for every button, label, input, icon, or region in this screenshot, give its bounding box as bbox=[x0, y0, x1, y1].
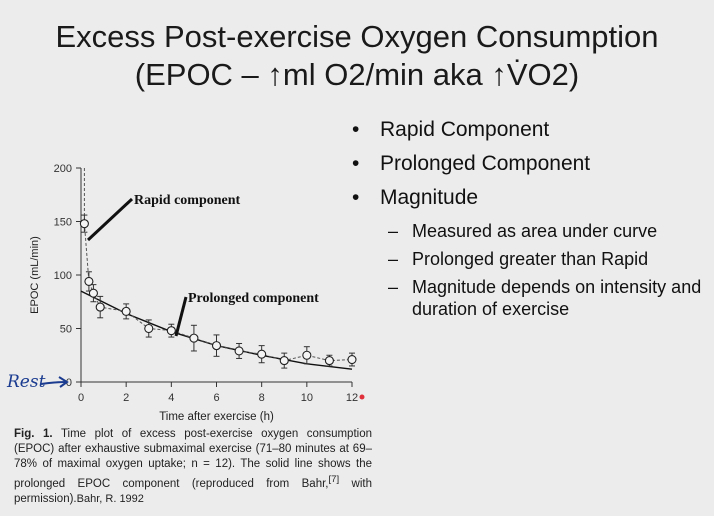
y-axis-label: EPOC (mL/min) bbox=[29, 236, 41, 314]
annotation-rapid: Rapid component bbox=[134, 193, 241, 208]
data-point bbox=[279, 356, 289, 366]
bullet-item: • Rapid Component bbox=[352, 118, 550, 141]
sub-bullet-label: Magnitude depends on intensity and durat… bbox=[412, 277, 702, 319]
bullet-item: • Magnitude bbox=[352, 186, 479, 209]
data-point bbox=[88, 288, 98, 298]
epoc-chart: 0 50 100 150 200 0 2 4 6 8 10 12 Time after exercise… bbox=[29, 163, 365, 423]
sub-bullet-label: Prolonged greater than Rapid bbox=[412, 249, 649, 269]
data-point bbox=[166, 326, 176, 336]
title-line-1: Excess Post-exercise Oxygen Consumption bbox=[55, 19, 659, 54]
x-tick-label: 0 bbox=[78, 392, 84, 404]
caption-text: Time plot of excess post-exercise oxygen… bbox=[14, 428, 372, 490]
sub-bullet-item: – Magnitude depends on intensity and dura… bbox=[388, 277, 702, 319]
data-point bbox=[189, 333, 199, 343]
x-axis-label: Time after exercise (h) bbox=[159, 411, 274, 423]
annotation-prolonged-pointer bbox=[174, 296, 188, 337]
bullet-item: • Prolonged Component bbox=[352, 152, 591, 175]
data-point bbox=[302, 350, 312, 360]
data-point bbox=[347, 354, 357, 365]
data-point bbox=[324, 356, 334, 366]
bullet-label: Prolonged Component bbox=[380, 152, 591, 175]
y-tick-label: 0 bbox=[66, 377, 72, 389]
sub-bullet-item: – Prolonged greater than Rapid bbox=[388, 249, 649, 269]
rest-handwritten-note: Rest bbox=[7, 372, 46, 392]
y-tick-label: 50 bbox=[60, 324, 72, 336]
data-point bbox=[144, 323, 154, 334]
data-point bbox=[121, 306, 131, 316]
data-point bbox=[257, 349, 267, 359]
x-tick-label: 12 bbox=[346, 392, 358, 404]
y-tick-label: 150 bbox=[54, 217, 72, 229]
caption-end: with permission). bbox=[14, 477, 372, 505]
caption-reference: [7] bbox=[328, 474, 340, 485]
figure-caption: Fig. 1. Time plot of excess post-exercis… bbox=[14, 427, 372, 507]
epoc-dashed-line bbox=[83, 168, 353, 362]
data-point bbox=[95, 302, 105, 312]
x-tick-label: 2 bbox=[123, 392, 129, 404]
data-point bbox=[79, 219, 89, 229]
sub-bullet-label: Measured as area under curve bbox=[412, 221, 658, 241]
x-tick-label: 10 bbox=[301, 392, 313, 404]
x-tick-label: 8 bbox=[259, 392, 265, 404]
sub-bullet-item: – Measured as area under curve bbox=[388, 221, 658, 241]
annotation-rapid-pointer bbox=[86, 197, 134, 242]
caption-label: Fig. 1. bbox=[14, 428, 53, 440]
annotation-prolonged: Prolonged component bbox=[188, 291, 319, 306]
y-tick-label: 100 bbox=[54, 270, 72, 282]
data-point bbox=[211, 341, 222, 351]
y-tick-label: 200 bbox=[54, 163, 72, 175]
citation-credit: Bahr, R. 1992 bbox=[76, 492, 144, 505]
red-dot-marker bbox=[359, 394, 365, 400]
data-point bbox=[234, 346, 244, 356]
bullet-label: Rapid Component bbox=[380, 118, 550, 141]
bullet-list: • Rapid Component • Prolonged Component • M… bbox=[352, 118, 702, 326]
x-tick-label: 6 bbox=[213, 392, 219, 404]
data-point bbox=[84, 276, 94, 286]
slide-title: Excess Post-exercise Oxygen Consumption … bbox=[0, 18, 714, 94]
bullet-label: Magnitude bbox=[380, 186, 479, 209]
rest-arrow-icon bbox=[40, 376, 69, 388]
title-line-2: (EPOC – ↑ml O2/min aka ↑V̇O2) bbox=[134, 57, 580, 92]
x-tick-label: 4 bbox=[168, 392, 174, 404]
